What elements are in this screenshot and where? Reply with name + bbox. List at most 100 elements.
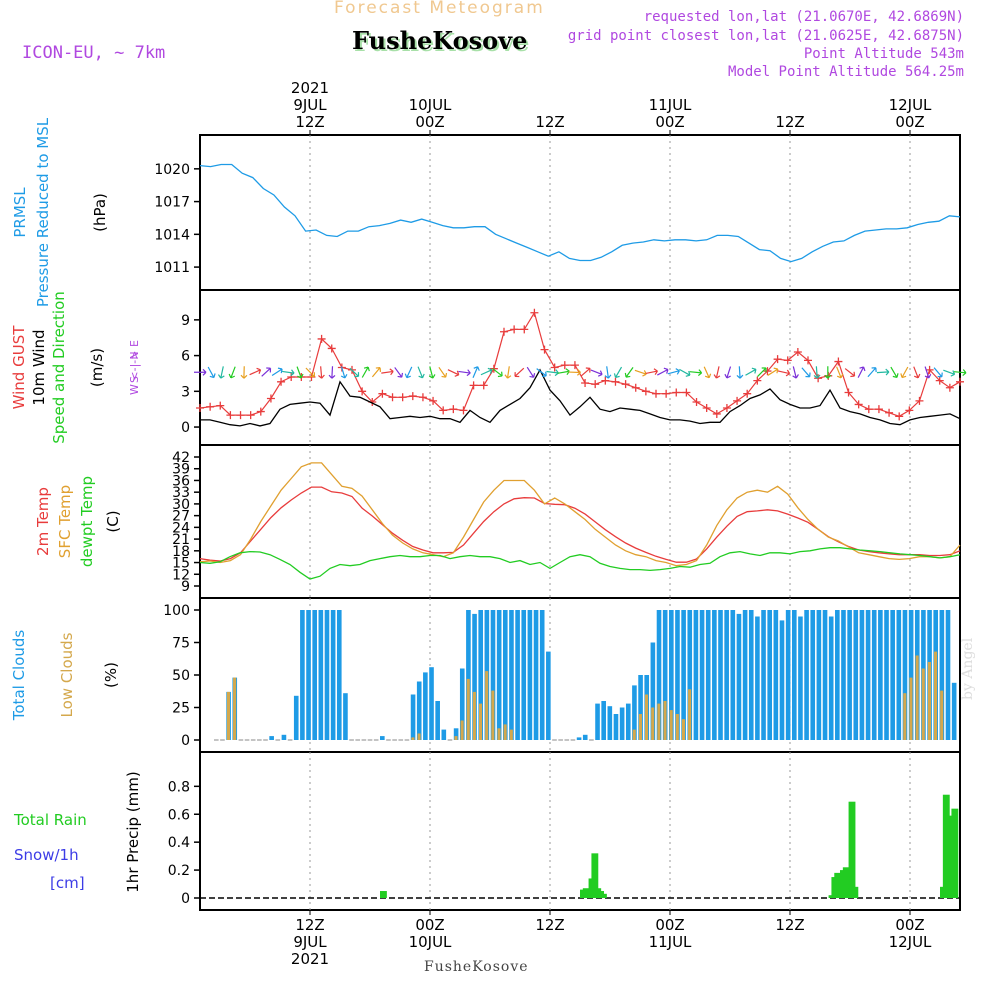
- wind-direction-arrow: [282, 369, 295, 377]
- total-cloud-bar: [601, 701, 606, 740]
- low-cloud-bar: [503, 724, 507, 740]
- total-cloud-bar: [871, 610, 877, 740]
- total-cloud-bar: [736, 613, 742, 740]
- top-time-label: 12Z: [775, 113, 804, 131]
- wind-direction-arrow: [261, 367, 272, 377]
- gust-marker: [885, 408, 894, 417]
- rain-bar: [380, 891, 387, 898]
- total-cloud-bar: [453, 728, 459, 740]
- y-tick-label: 100: [163, 603, 190, 619]
- total-cloud-bar: [281, 734, 287, 740]
- chart-subtitle: Forecast Meteogram: [334, 0, 545, 18]
- wind-direction-arrow: [492, 368, 503, 378]
- wind-direction-arrow: [568, 368, 581, 376]
- y-tick-label: 0.6: [168, 807, 190, 823]
- panel-frame-temperature: [199, 444, 961, 599]
- total-cloud-bar: [312, 610, 317, 740]
- y-tick-label: 75: [172, 636, 190, 652]
- y-tick-label: 9: [181, 313, 190, 329]
- gust-marker: [601, 376, 610, 385]
- total-cloud-bar: [625, 703, 631, 740]
- y-axis-title: Total Clouds: [10, 630, 28, 722]
- gust-marker: [814, 374, 823, 383]
- low-cloud-bar: [454, 736, 458, 740]
- wind-direction-arrow: [217, 366, 225, 379]
- low-cloud-bar: [903, 693, 907, 740]
- total-cloud-bar: [939, 610, 945, 740]
- total-cloud-bar: [416, 681, 422, 740]
- wind-direction-arrow: [271, 367, 283, 377]
- rain-bar: [834, 872, 842, 898]
- gust-marker: [256, 407, 265, 416]
- total-cloud-bar: [539, 610, 545, 740]
- gust-marker: [570, 361, 579, 370]
- wind-direction-arrow: [667, 368, 680, 375]
- gust-marker: [429, 396, 438, 405]
- gust-marker: [874, 405, 883, 414]
- gust-marker: [439, 406, 448, 415]
- total-cloud-bar: [582, 734, 588, 740]
- gust-marker: [611, 377, 620, 386]
- total-cloud-bar: [509, 610, 514, 740]
- low-cloud-bar: [663, 701, 667, 740]
- total-cloud-bar: [902, 610, 908, 740]
- wind-direction-arrow: [504, 366, 512, 379]
- y-axis-unit: (%): [102, 662, 120, 688]
- total-cloud-bar: [619, 707, 625, 740]
- total-cloud-bar: [306, 610, 311, 740]
- gust-marker: [489, 364, 498, 373]
- total-cloud-bar: [527, 610, 533, 740]
- total-cloud-bar: [521, 610, 527, 740]
- low-cloud-bar: [934, 651, 938, 740]
- gust-marker: [378, 389, 387, 398]
- gust-marker: [469, 381, 478, 390]
- low-cloud-bar: [233, 677, 237, 740]
- gust-marker: [692, 398, 701, 407]
- y-tick-label: 9: [181, 579, 190, 595]
- low-cloud-bar: [688, 689, 692, 740]
- total-cloud-bar: [718, 610, 723, 740]
- total-cloud-bar: [859, 610, 865, 740]
- rain-bar: [591, 853, 599, 898]
- wind-direction-arrow: [526, 366, 536, 378]
- total-cloud-bar: [742, 610, 748, 740]
- gust-marker: [236, 411, 245, 420]
- total-cloud-bar: [853, 610, 859, 740]
- wind-direction-arrow: [745, 367, 757, 376]
- total-cloud-bar: [533, 610, 539, 740]
- y-axis-title: Speed and Direction: [50, 291, 68, 444]
- wind-direction-arrow: [857, 366, 866, 378]
- pressure-line: [199, 163, 961, 263]
- wind-direction-arrow: [613, 366, 623, 379]
- y-tick-label: 0: [181, 733, 190, 749]
- location-title: FusheKosove: [352, 26, 528, 55]
- gust-marker: [216, 401, 225, 410]
- top-time-label: 00Z: [895, 113, 924, 131]
- precip-snow-label: Snow/1h: [14, 846, 79, 864]
- bottom-time-label: 2021: [291, 950, 329, 968]
- low-cloud-bar: [638, 714, 642, 740]
- total-cloud-bar: [724, 610, 729, 740]
- total-cloud-bar: [822, 610, 828, 740]
- total-cloud-bar: [490, 610, 496, 740]
- gust-marker: [864, 405, 873, 414]
- total-cloud-bar: [773, 610, 779, 740]
- wind-direction-arrow: [228, 366, 236, 379]
- bottom-time-label: 00Z: [655, 916, 684, 934]
- gust-marker: [722, 403, 731, 412]
- wind-direction-arrow: [813, 366, 821, 379]
- gust-marker: [945, 383, 954, 392]
- top-time-label: 00Z: [655, 113, 684, 131]
- total-cloud-bar: [675, 610, 680, 740]
- total-cloud-bar: [632, 685, 637, 740]
- total-cloud-bar: [669, 610, 674, 740]
- y-tick-label: 30: [172, 497, 190, 513]
- low-cloud-bar: [632, 729, 636, 740]
- top-time-label: 2021: [291, 79, 329, 97]
- wind-direction-arrow: [792, 366, 799, 379]
- wind-direction-arrow: [924, 366, 932, 379]
- top-time-label: 10JUL: [409, 96, 452, 114]
- bottom-time-label: 12Z: [535, 916, 564, 934]
- gust-marker: [641, 387, 650, 396]
